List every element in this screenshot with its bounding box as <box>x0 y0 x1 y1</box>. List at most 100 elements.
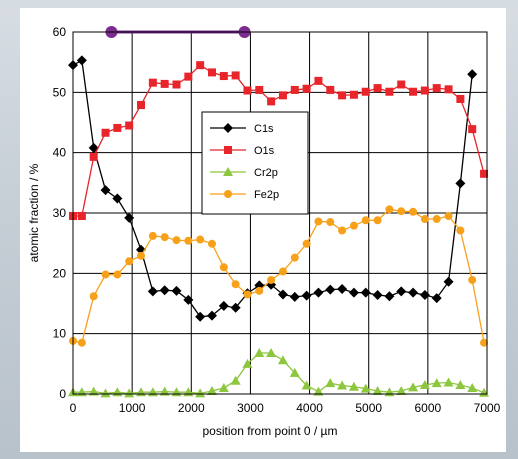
data-point-o1s <box>338 91 347 100</box>
data-point-cr2p <box>396 385 407 395</box>
data-point-o1s <box>290 85 299 94</box>
data-point-o1s <box>89 152 98 161</box>
series-o1s <box>69 61 489 221</box>
data-point-c1s <box>183 294 194 305</box>
data-point-cr2p <box>100 388 111 398</box>
data-point-o1s <box>101 128 110 137</box>
data-point-c1s <box>455 178 466 189</box>
data-point-cr2p <box>325 378 336 388</box>
data-point-fe2p <box>444 212 453 221</box>
data-point-fe2p <box>361 216 370 225</box>
data-point-cr2p <box>206 385 217 395</box>
data-point-c1s <box>419 290 430 301</box>
data-point-fe2p <box>160 233 169 242</box>
chart-svg: 0 1000 2000 3000 4000 5000 6000 7000 0 10 20 30 40 5… <box>27 25 501 438</box>
data-point-fe2p <box>385 205 394 214</box>
x-tick-label: 2000 <box>178 401 205 415</box>
data-point-fe2p <box>326 218 335 227</box>
data-point-fe2p <box>196 235 205 244</box>
data-point-fe2p <box>409 207 418 216</box>
data-point-fe2p <box>137 251 146 260</box>
data-point-fe2p <box>397 207 406 216</box>
data-point-cr2p <box>159 386 170 396</box>
data-point-fe2p <box>338 226 347 235</box>
data-point-cr2p <box>455 379 466 389</box>
data-point-cr2p <box>266 347 277 357</box>
data-point-o1s <box>385 87 394 96</box>
x-tick-label: 5000 <box>355 401 382 415</box>
data-point-fe2p <box>219 263 228 272</box>
data-point-c1s <box>195 311 206 322</box>
data-point-c1s <box>301 290 312 301</box>
y-tick-labels: 0 10 20 30 40 50 60 <box>53 25 67 401</box>
data-point-fe2p <box>468 275 477 284</box>
data-point-fe2p <box>290 253 299 262</box>
data-point-fe2p <box>148 231 157 240</box>
data-point-cr2p <box>479 387 490 397</box>
data-point-o1s <box>420 86 429 95</box>
y-tick-label: 0 <box>59 387 66 401</box>
data-point-fe2p <box>314 217 323 226</box>
data-point-o1s <box>148 78 157 87</box>
data-point-c1s <box>467 69 478 80</box>
data-point-c1s <box>112 193 123 204</box>
data-point-c1s <box>443 276 454 287</box>
legend: C1s O1s Cr2p Fe2p <box>201 111 309 215</box>
series-fe2p <box>69 205 489 347</box>
y-tick-label: 20 <box>53 266 67 280</box>
plot-frame <box>72 31 488 395</box>
data-point-o1s <box>207 68 216 77</box>
data-point-cr2p <box>348 381 359 391</box>
data-point-o1s <box>267 97 276 106</box>
data-point-fe2p <box>184 236 193 245</box>
data-point-o1s <box>468 125 477 134</box>
data-point-c1s <box>147 286 158 297</box>
data-point-cr2p <box>337 380 348 390</box>
data-point-o1s <box>302 84 311 93</box>
data-point-c1s <box>431 293 442 304</box>
data-point-o1s <box>349 90 358 99</box>
data-point-fe2p <box>207 239 216 248</box>
data-point-c1s <box>277 289 288 300</box>
data-point-cr2p <box>313 386 324 396</box>
data-point-o1s <box>456 94 465 103</box>
x-tick-label: 7000 <box>474 401 501 415</box>
legend-marker-cr2p <box>223 167 233 176</box>
legend-label-c1s: C1s <box>254 123 274 135</box>
data-point-o1s <box>113 123 122 132</box>
data-point-o1s <box>160 79 169 88</box>
data-point-fe2p <box>420 215 429 224</box>
data-point-o1s <box>444 85 453 94</box>
data-point-cr2p <box>467 382 478 392</box>
data-point-cr2p <box>443 377 454 387</box>
data-point-o1s <box>255 85 264 94</box>
data-point-cr2p <box>408 382 419 392</box>
data-point-c1s <box>230 302 241 313</box>
legend-label-fe2p: Fe2p <box>254 189 279 201</box>
data-point-cr2p <box>195 388 206 398</box>
data-point-o1s <box>125 121 134 130</box>
legend-label-cr2p: Cr2p <box>254 167 278 179</box>
data-point-o1s <box>137 101 146 110</box>
data-point-c1s <box>289 291 300 302</box>
data-point-fe2p <box>243 290 252 299</box>
data-point-fe2p <box>432 215 441 224</box>
data-point-c1s <box>206 310 217 321</box>
data-point-c1s <box>384 291 395 302</box>
data-point-fe2p <box>278 267 287 276</box>
data-point-o1s <box>219 72 228 81</box>
data-point-fe2p <box>172 236 181 245</box>
data-point-o1s <box>432 84 441 93</box>
chart-panel: 0 1000 2000 3000 4000 5000 6000 7000 0 10 20 30 40 5… <box>20 8 506 452</box>
data-point-cr2p <box>277 355 288 365</box>
data-point-fe2p <box>302 239 311 248</box>
x-tick-label: 1000 <box>119 401 146 415</box>
legend-box <box>201 111 309 215</box>
data-point-fe2p <box>456 226 465 235</box>
y-tick-label: 60 <box>53 25 67 39</box>
y-axis-title: atomic fraction / % <box>27 163 41 262</box>
data-point-fe2p <box>113 270 122 279</box>
data-point-c1s <box>100 185 111 196</box>
data-point-cr2p <box>218 382 229 392</box>
